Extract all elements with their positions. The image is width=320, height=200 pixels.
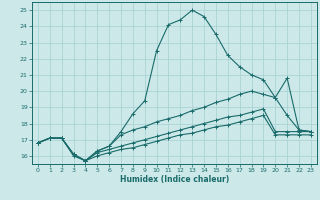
X-axis label: Humidex (Indice chaleur): Humidex (Indice chaleur) xyxy=(120,175,229,184)
